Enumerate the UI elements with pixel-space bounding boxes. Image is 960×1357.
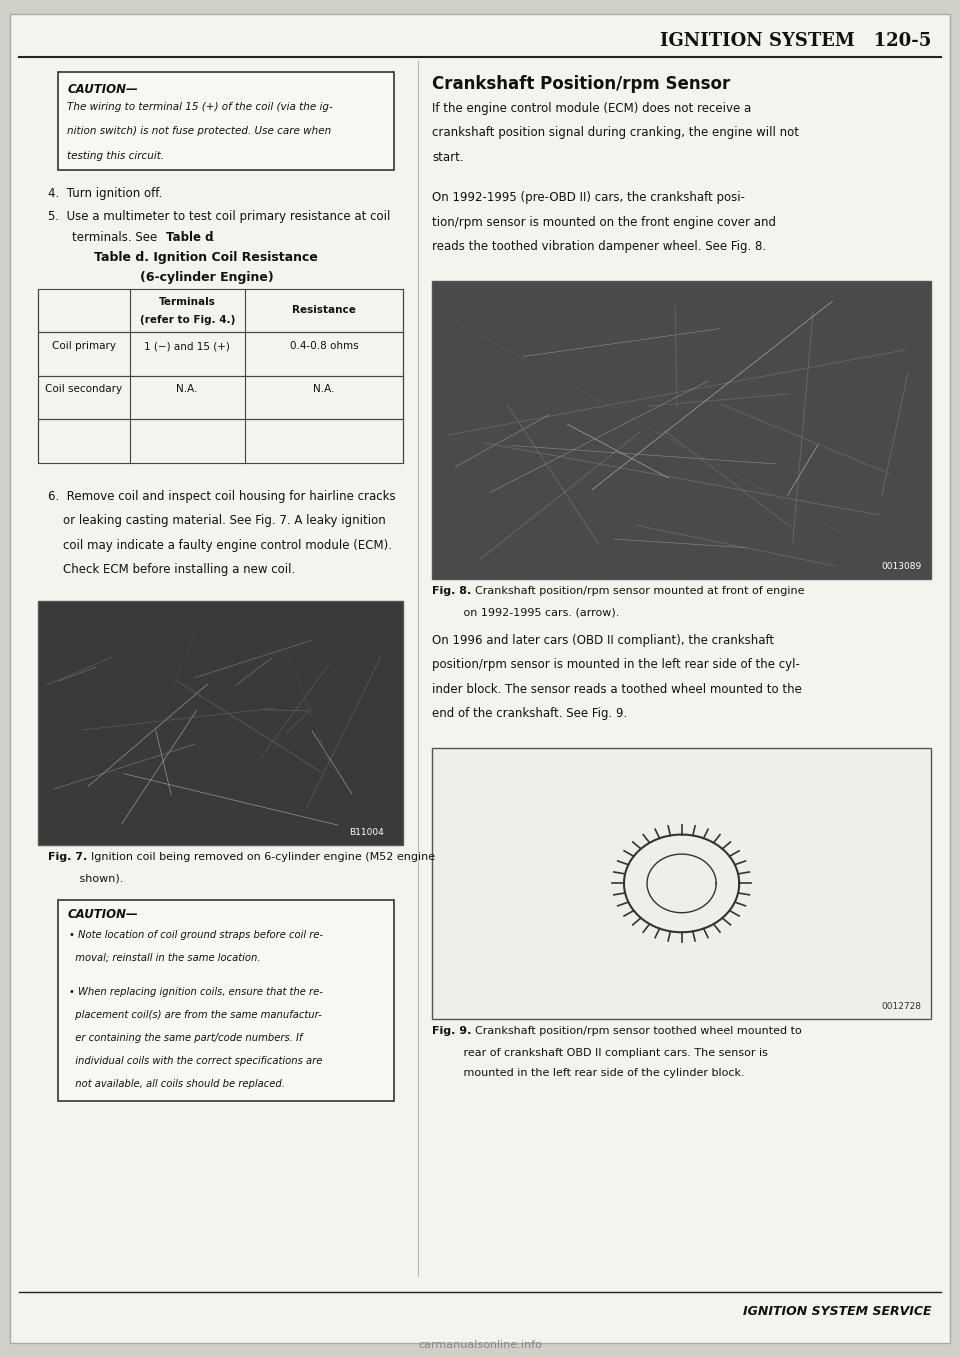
Bar bbox=[432, 748, 931, 1019]
Bar bbox=[38, 289, 403, 332]
Text: Table d. Ignition Coil Resistance: Table d. Ignition Coil Resistance bbox=[94, 251, 319, 265]
Text: CAUTION—: CAUTION— bbox=[67, 908, 138, 921]
Bar bbox=[38, 601, 403, 845]
Text: nition switch) is not fuse protected. Use care when: nition switch) is not fuse protected. Us… bbox=[67, 126, 331, 136]
Text: If the engine control module (ECM) does not receive a: If the engine control module (ECM) does … bbox=[432, 102, 752, 115]
Bar bbox=[58, 900, 394, 1101]
Text: IGNITION SYSTEM SERVICE: IGNITION SYSTEM SERVICE bbox=[743, 1305, 931, 1319]
Text: moval; reinstall in the same location.: moval; reinstall in the same location. bbox=[69, 953, 260, 962]
Text: not available, all coils should be replaced.: not available, all coils should be repla… bbox=[69, 1079, 285, 1088]
Text: Coil secondary: Coil secondary bbox=[45, 384, 123, 395]
Text: 0.4-0.8 ohms: 0.4-0.8 ohms bbox=[290, 341, 358, 351]
Text: mounted in the left rear side of the cylinder block.: mounted in the left rear side of the cyl… bbox=[432, 1068, 745, 1077]
Text: carmanualsonline.info: carmanualsonline.info bbox=[418, 1341, 542, 1350]
Bar bbox=[38, 332, 403, 376]
Bar bbox=[432, 281, 931, 579]
Text: On 1992-1995 (pre-OBD II) cars, the crankshaft posi-: On 1992-1995 (pre-OBD II) cars, the cran… bbox=[432, 191, 745, 205]
Text: B11004: B11004 bbox=[349, 828, 384, 837]
Text: Ignition coil being removed on 6-cylinder engine (M52 engine: Ignition coil being removed on 6-cylinde… bbox=[84, 852, 436, 862]
Text: placement coil(s) are from the same manufactur-: placement coil(s) are from the same manu… bbox=[69, 1010, 322, 1019]
Text: position/rpm sensor is mounted in the left rear side of the cyl-: position/rpm sensor is mounted in the le… bbox=[432, 658, 800, 672]
Text: Fig. 9.: Fig. 9. bbox=[432, 1026, 471, 1035]
Text: Crankshaft position/rpm sensor mounted at front of engine: Crankshaft position/rpm sensor mounted a… bbox=[468, 586, 805, 596]
Text: Fig. 7.: Fig. 7. bbox=[48, 852, 87, 862]
Text: testing this circuit.: testing this circuit. bbox=[67, 151, 164, 160]
Text: Check ECM before installing a new coil.: Check ECM before installing a new coil. bbox=[48, 563, 296, 577]
Text: er containing the same part/code numbers. If: er containing the same part/code numbers… bbox=[69, 1033, 302, 1042]
Bar bbox=[38, 419, 403, 463]
Text: inder block. The sensor reads a toothed wheel mounted to the: inder block. The sensor reads a toothed … bbox=[432, 683, 802, 696]
Text: 5.  Use a multimeter to test coil primary resistance at coil: 5. Use a multimeter to test coil primary… bbox=[48, 210, 391, 224]
Text: 1 (−) and 15 (+): 1 (−) and 15 (+) bbox=[144, 341, 230, 351]
Text: 0013089: 0013089 bbox=[881, 562, 922, 571]
Text: IGNITION SYSTEM   120-5: IGNITION SYSTEM 120-5 bbox=[660, 33, 931, 50]
Text: coil may indicate a faulty engine control module (ECM).: coil may indicate a faulty engine contro… bbox=[48, 539, 392, 552]
Bar bbox=[38, 376, 403, 419]
Text: reads the toothed vibration dampener wheel. See Fig. 8.: reads the toothed vibration dampener whe… bbox=[432, 240, 766, 254]
Text: (refer to Fig. 4.): (refer to Fig. 4.) bbox=[139, 315, 235, 324]
Text: Crankshaft position/rpm sensor toothed wheel mounted to: Crankshaft position/rpm sensor toothed w… bbox=[468, 1026, 803, 1035]
Text: terminals. See: terminals. See bbox=[72, 231, 161, 244]
Text: 4.  Turn ignition off.: 4. Turn ignition off. bbox=[48, 187, 162, 201]
Text: Terminals: Terminals bbox=[158, 297, 216, 307]
Text: N.A.: N.A. bbox=[177, 384, 198, 395]
Text: Resistance: Resistance bbox=[292, 305, 356, 315]
Text: .: . bbox=[211, 231, 215, 244]
Text: 0012728: 0012728 bbox=[881, 1001, 922, 1011]
Text: on 1992-1995 cars. (arrow).: on 1992-1995 cars. (arrow). bbox=[432, 608, 619, 617]
FancyBboxPatch shape bbox=[10, 14, 950, 1343]
Text: individual coils with the correct specifications are: individual coils with the correct specif… bbox=[69, 1056, 323, 1065]
Text: CAUTION—: CAUTION— bbox=[67, 83, 138, 96]
Text: crankshaft position signal during cranking, the engine will not: crankshaft position signal during cranki… bbox=[432, 126, 799, 140]
Text: end of the crankshaft. See Fig. 9.: end of the crankshaft. See Fig. 9. bbox=[432, 707, 627, 721]
Text: or leaking casting material. See Fig. 7. A leaky ignition: or leaking casting material. See Fig. 7.… bbox=[48, 514, 386, 528]
Text: start.: start. bbox=[432, 151, 464, 164]
Text: (6-cylinder Engine): (6-cylinder Engine) bbox=[139, 271, 274, 285]
Text: shown).: shown). bbox=[48, 874, 124, 883]
Text: • Note location of coil ground straps before coil re-: • Note location of coil ground straps be… bbox=[69, 930, 324, 939]
Text: • When replacing ignition coils, ensure that the re-: • When replacing ignition coils, ensure … bbox=[69, 987, 323, 996]
Text: Crankshaft Position/rpm Sensor: Crankshaft Position/rpm Sensor bbox=[432, 75, 731, 92]
Bar bbox=[58, 72, 394, 170]
Text: Fig. 8.: Fig. 8. bbox=[432, 586, 471, 596]
Text: 6.  Remove coil and inspect coil housing for hairline cracks: 6. Remove coil and inspect coil housing … bbox=[48, 490, 396, 503]
Text: The wiring to terminal 15 (+) of the coil (via the ig-: The wiring to terminal 15 (+) of the coi… bbox=[67, 102, 333, 111]
Text: Table d: Table d bbox=[166, 231, 213, 244]
Text: rear of crankshaft OBD II compliant cars. The sensor is: rear of crankshaft OBD II compliant cars… bbox=[432, 1048, 768, 1057]
Text: Coil primary: Coil primary bbox=[52, 341, 116, 351]
Text: tion/rpm sensor is mounted on the front engine cover and: tion/rpm sensor is mounted on the front … bbox=[432, 216, 776, 229]
Text: N.A.: N.A. bbox=[313, 384, 335, 395]
Text: On 1996 and later cars (OBD II compliant), the crankshaft: On 1996 and later cars (OBD II compliant… bbox=[432, 634, 774, 647]
